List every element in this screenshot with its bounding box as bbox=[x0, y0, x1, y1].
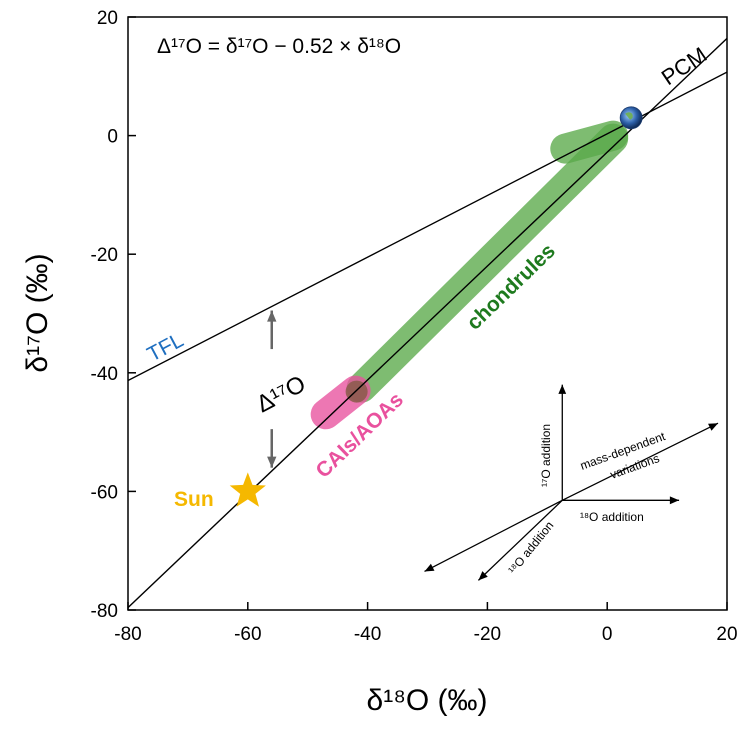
inset-arrow-18O-subtraction-head bbox=[478, 571, 488, 581]
y-axis-title: δ¹⁷O (‰) bbox=[21, 253, 54, 372]
y-tick-label: -80 bbox=[91, 601, 118, 622]
x-tick-label: 0 bbox=[602, 624, 613, 645]
regions-layer bbox=[310, 120, 629, 430]
overlap-spot bbox=[345, 380, 368, 403]
y-tick-label: -40 bbox=[91, 364, 118, 385]
equation-text: Δ¹⁷O = δ¹⁷O − 0.52 × δ¹⁸O bbox=[157, 35, 401, 58]
x-tick-label: -40 bbox=[354, 624, 381, 645]
delta-arrow-up-head bbox=[267, 310, 277, 322]
y-tick-label: 0 bbox=[107, 127, 118, 148]
delta-label: Δ¹⁷O bbox=[252, 370, 310, 418]
inset-diagram bbox=[424, 384, 719, 581]
region-chondrules-cap bbox=[550, 120, 629, 164]
line-PCM bbox=[128, 37, 727, 609]
sun-star bbox=[229, 472, 266, 507]
y-tick-label: -20 bbox=[91, 245, 118, 266]
inset-arrow-18O-subtraction bbox=[477, 499, 563, 581]
y-axis-ticks: -80 -60 -40 -20 0 20 bbox=[91, 8, 136, 622]
inset-18o-label: ¹⁸O addition bbox=[580, 510, 644, 524]
x-tick-label: 20 bbox=[716, 624, 737, 645]
delta-arrow-down-head bbox=[267, 456, 277, 468]
plot-frame bbox=[127, 16, 728, 611]
x-tick-label: -60 bbox=[234, 624, 261, 645]
inset-arrow-18O-addition-head bbox=[669, 496, 680, 505]
pcm-label: PCM bbox=[657, 42, 712, 90]
x-axis-ticks: -80 -60 -40 -20 0 20 bbox=[114, 602, 738, 645]
x-axis-title: δ¹⁸O (‰) bbox=[367, 684, 488, 717]
inset-arrow-17O-addition-head bbox=[558, 384, 567, 394]
inset-arrow-mass-dependent-head bbox=[708, 423, 719, 431]
earth-land bbox=[625, 112, 633, 120]
inset-arrow-mass-dependent-neg-head bbox=[424, 563, 435, 572]
x-tick-label: -20 bbox=[474, 624, 501, 645]
points-layer bbox=[229, 106, 643, 507]
inset-arrow-mass-dependent bbox=[561, 422, 719, 501]
sun-label: Sun bbox=[174, 488, 214, 511]
delta-annotation bbox=[267, 310, 277, 468]
inset-17o-label: ¹⁷O addition bbox=[539, 424, 553, 487]
x-tick-label: -80 bbox=[114, 624, 141, 645]
y-tick-label: 20 bbox=[97, 8, 118, 29]
inset-arrow-mass-dependent-neg bbox=[424, 499, 563, 573]
y-tick-label: -60 bbox=[91, 482, 118, 503]
